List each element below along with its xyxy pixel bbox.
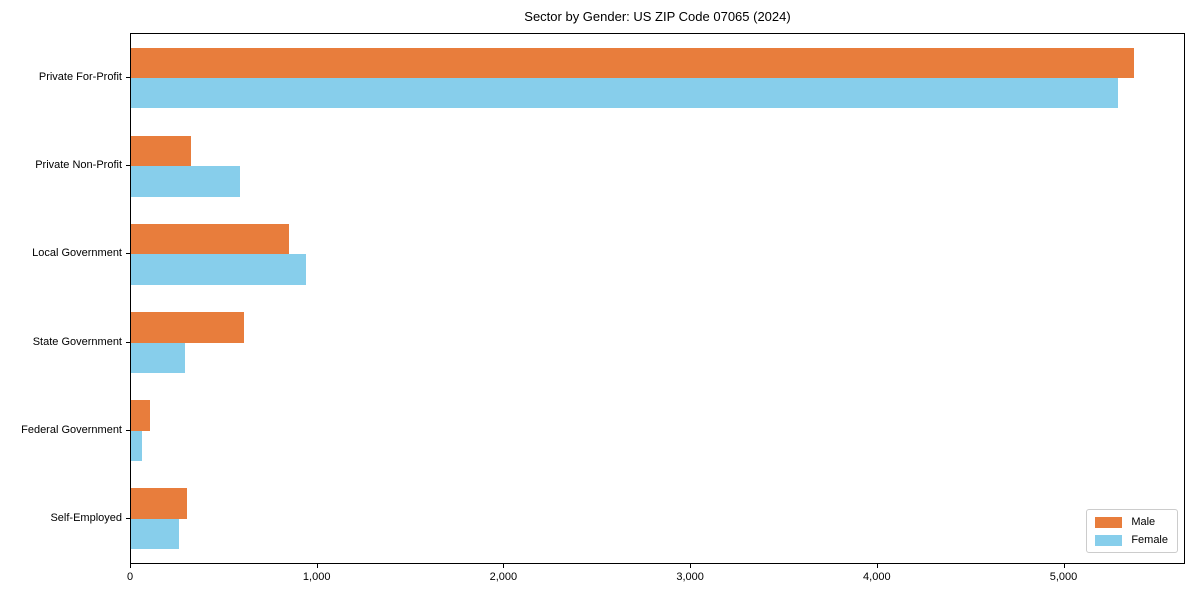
y-tick-label: Self-Employed bbox=[50, 511, 122, 524]
x-tick-label: 2,000 bbox=[489, 571, 518, 583]
bar-male bbox=[131, 400, 150, 431]
x-tick-label: 0 bbox=[126, 571, 134, 583]
y-tick bbox=[126, 429, 130, 431]
legend-swatch-male-icon bbox=[1095, 516, 1123, 528]
bar-female bbox=[131, 342, 186, 373]
y-tick bbox=[126, 341, 130, 343]
x-tick-label: 4,000 bbox=[863, 571, 891, 583]
bar-female bbox=[131, 254, 306, 285]
x-tick bbox=[316, 564, 318, 568]
y-tick-label: Local Government bbox=[32, 247, 122, 260]
x-tick-label: 1,000 bbox=[302, 571, 331, 583]
plot-area: Male Female bbox=[130, 33, 1185, 564]
y-tick-label: Private For-Profit bbox=[38, 71, 122, 84]
bar-female bbox=[131, 78, 1118, 109]
bar-female bbox=[131, 166, 241, 197]
y-tick bbox=[126, 253, 130, 255]
bar-male bbox=[131, 312, 244, 343]
y-tick-label: Federal Government bbox=[21, 423, 122, 436]
x-tick bbox=[130, 564, 131, 568]
x-tick bbox=[1063, 564, 1065, 568]
y-axis: Private For-Profit Private Non-Profit Loca… bbox=[0, 33, 122, 564]
bar-male bbox=[131, 488, 187, 519]
bar-female bbox=[131, 430, 143, 462]
legend-item-female: Female bbox=[1095, 534, 1168, 546]
y-tick bbox=[126, 517, 130, 519]
legend-item-male: Male bbox=[1095, 516, 1168, 528]
bar-male bbox=[131, 47, 1134, 79]
chart-title: Sector by Gender: US ZIP Code 07065 (202… bbox=[524, 9, 791, 24]
y-tick bbox=[126, 77, 130, 79]
legend-label-male: Male bbox=[1131, 516, 1156, 528]
x-tick bbox=[876, 564, 878, 568]
x-tick-label: 5,000 bbox=[1049, 571, 1078, 583]
y-tick-label: Private Non-Profit bbox=[35, 159, 122, 172]
legend-swatch-female-icon bbox=[1095, 534, 1123, 546]
x-axis: 0 1,000 2,000 3,000 4,000 5,000 bbox=[126, 564, 1185, 590]
bar-male bbox=[131, 135, 191, 167]
x-tick bbox=[690, 564, 692, 568]
bar-male bbox=[131, 223, 289, 255]
y-tick bbox=[126, 165, 130, 167]
x-tick bbox=[503, 564, 505, 568]
legend: Male Female bbox=[1086, 509, 1178, 553]
y-tick-label: State Government bbox=[32, 335, 122, 348]
legend-label-female: Female bbox=[1131, 534, 1168, 546]
bar-female bbox=[131, 518, 179, 550]
x-tick-label: 3,000 bbox=[676, 571, 704, 583]
